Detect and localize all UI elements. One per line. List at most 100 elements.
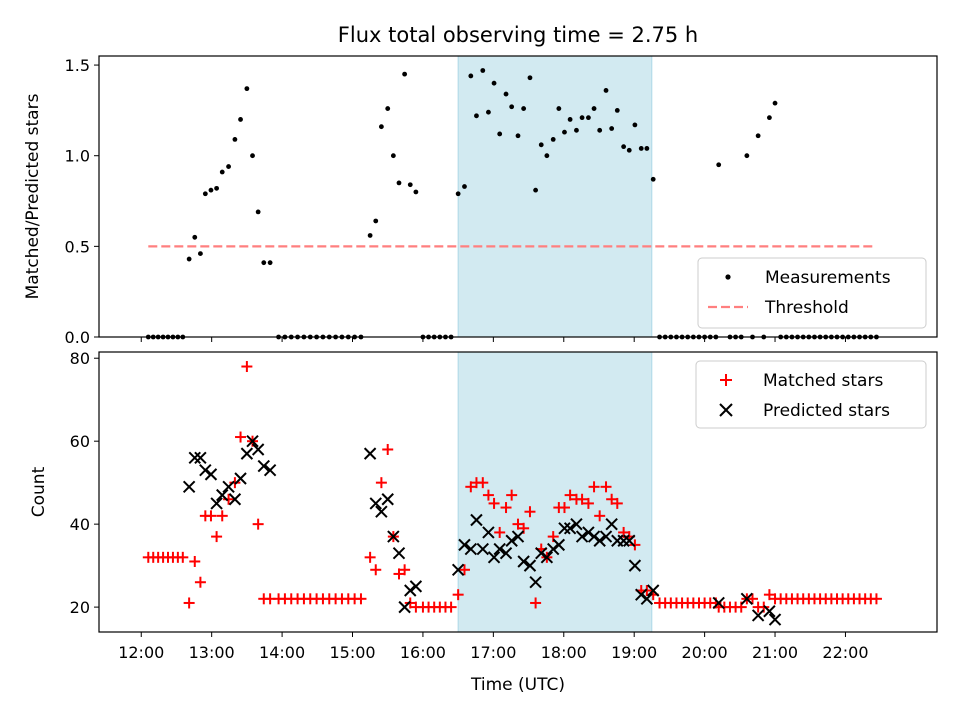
x-tick-label: 20:00 xyxy=(682,643,728,662)
count-ytick-label: 20 xyxy=(70,598,90,617)
predicted-star-point xyxy=(623,534,636,547)
predicted-star-point xyxy=(363,447,377,460)
measurement-point xyxy=(515,133,521,139)
predicted-star-point-d2 xyxy=(451,563,465,576)
ratio-panel-legend: Measurements Threshold xyxy=(697,257,927,329)
x-tick-label: 12:00 xyxy=(118,643,164,662)
measurement-point xyxy=(716,162,722,168)
predicted-star-point-d2 xyxy=(505,534,518,547)
x-tick-label: 15:00 xyxy=(329,643,375,662)
predicted-star-point-d2 xyxy=(635,588,648,601)
predicted-star-point xyxy=(563,522,577,535)
measurement-point xyxy=(638,146,644,151)
matched-star-point xyxy=(564,489,576,501)
ratio-panel-ticks: 0.0 0.5 1.0 1.5 xyxy=(65,56,99,347)
measurement-point xyxy=(591,106,597,111)
matched-star-point xyxy=(216,510,228,522)
x-tick-label: 19:00 xyxy=(611,643,657,662)
predicted-star-point-d2 xyxy=(369,497,382,510)
predicted-star-point-d2 xyxy=(487,551,501,564)
matched-star-point xyxy=(606,493,618,505)
predicted-star-point xyxy=(476,542,489,556)
predicted-star-point xyxy=(517,555,530,568)
predicted-star-point xyxy=(547,542,560,556)
measurement-point xyxy=(250,153,255,159)
matched-star-point xyxy=(375,477,387,489)
matched-star-point xyxy=(488,497,500,509)
predicted-star-point xyxy=(570,517,583,531)
matched-star-point xyxy=(611,497,623,509)
x-tick-label: 21:00 xyxy=(752,643,798,662)
matched-star-point xyxy=(477,477,489,489)
legend-measurement-label: Measurements xyxy=(765,268,891,288)
measurement-point xyxy=(550,136,556,142)
predicted-star-point xyxy=(222,480,235,494)
matched-star-point xyxy=(452,589,464,601)
predicted-star-point xyxy=(194,451,207,464)
predicted-star-point-d2 xyxy=(563,522,577,535)
predicted-star-point-d2 xyxy=(375,505,388,518)
measurement-point xyxy=(378,124,384,130)
measurement-point xyxy=(486,109,491,115)
x-axis-ticks: 12:00 13:00 14:00 15:00 16:00 17:00 18:00 19:00… xyxy=(118,337,869,662)
legend-matched-marker xyxy=(720,374,732,386)
measurement-point xyxy=(474,113,479,119)
ratio-panel-ylabel: Matched/Predicted stars xyxy=(23,93,43,299)
legend-predicted-marker xyxy=(719,403,733,417)
predicted-star-point-d2 xyxy=(605,517,618,531)
matched-star-point xyxy=(600,481,612,493)
matched-star-point xyxy=(404,597,416,609)
measurement-point xyxy=(755,133,761,139)
matched-star-point xyxy=(763,589,775,601)
predicted-star-point-d2 xyxy=(540,551,554,564)
predicted-star-point xyxy=(398,600,411,614)
matched-star-point xyxy=(183,597,195,609)
measurement-point xyxy=(632,122,638,128)
matched-star-point xyxy=(235,431,247,443)
predicted-star-point-d2 xyxy=(712,596,725,610)
predicted-star-point xyxy=(640,592,654,606)
predicted-star-point-d2 xyxy=(182,480,196,494)
matched-star-point xyxy=(211,531,223,543)
measurement-point xyxy=(413,189,419,195)
matched-star-point xyxy=(506,489,518,501)
predicted-star-point xyxy=(751,609,765,622)
predicted-star-point-d2 xyxy=(558,522,571,535)
predicted-star-point xyxy=(470,513,483,527)
x-tick-label: 18:00 xyxy=(541,643,587,662)
predicted-star-point xyxy=(646,584,660,597)
predicted-star-point xyxy=(582,526,595,539)
legend-threshold-label: Threshold xyxy=(764,298,849,318)
measurement-point xyxy=(455,191,461,197)
predicted-star-point xyxy=(599,530,613,543)
x-axis-label: Time (UTC) xyxy=(470,675,565,695)
legend-predicted-marker-d2 xyxy=(719,403,733,417)
predicted-star-point xyxy=(387,530,400,543)
count-panel-ticks: 20 40 60 80 xyxy=(70,349,99,617)
matched-star-point xyxy=(588,481,600,493)
predicted-star-point xyxy=(240,447,254,460)
predicted-star-point-d2 xyxy=(228,493,242,506)
measurement-point xyxy=(744,153,750,159)
predicted-star-point-d2 xyxy=(517,555,530,568)
measurement-point xyxy=(503,91,509,97)
matched-star-point xyxy=(594,510,606,522)
measurement-point xyxy=(390,153,396,159)
measurement-point xyxy=(538,142,544,148)
matched-star-point xyxy=(205,510,217,522)
matched-star-point xyxy=(364,551,376,563)
predicted-star-point-d2 xyxy=(529,576,542,589)
matched-star-point xyxy=(746,593,758,605)
predicted-star-point xyxy=(505,534,518,547)
predicted-star-point-d2 xyxy=(263,464,277,477)
predicted-star-point xyxy=(529,576,542,589)
measurement-point xyxy=(603,88,609,93)
predicted-star-point xyxy=(263,464,277,477)
measurement-point xyxy=(462,184,467,189)
predicted-star-point xyxy=(210,497,223,510)
predicted-star-point xyxy=(617,534,630,547)
predicted-star-points xyxy=(182,434,782,626)
predicted-star-point xyxy=(593,534,606,547)
x-tick-label: 22:00 xyxy=(822,643,868,662)
